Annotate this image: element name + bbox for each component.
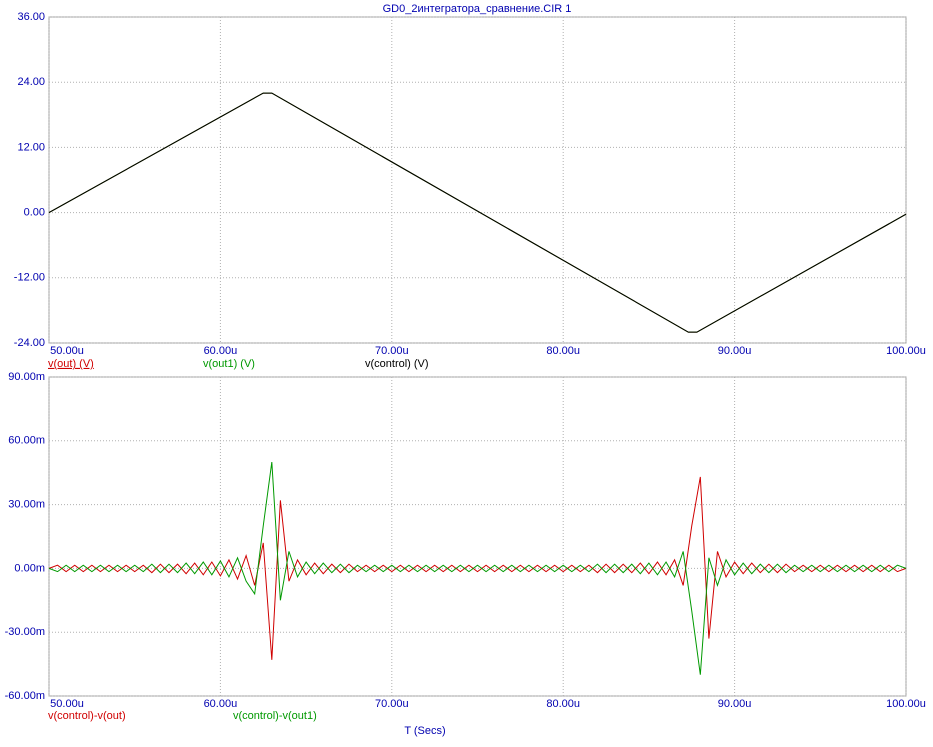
y-tick-label: 0.00	[24, 207, 45, 219]
legend-label: v(out1) (V)	[203, 358, 255, 370]
legend-label: v(control)-v(out)	[48, 710, 126, 722]
x-tick-label: 80.00u	[546, 345, 580, 357]
x-tick-label: 100.00u	[886, 698, 926, 710]
x-tick-label: 70.00u	[375, 698, 409, 710]
legend-label: v(out) (V)	[48, 358, 94, 370]
y-tick-label: -60.00m	[5, 690, 45, 702]
x-tick-label: 60.00u	[204, 345, 238, 357]
y-tick-label: -30.00m	[5, 626, 45, 638]
y-tick-label: 12.00	[17, 141, 45, 153]
x-tick-label: 80.00u	[546, 698, 580, 710]
y-tick-label: 0.00m	[14, 562, 45, 574]
series-line	[48, 476, 907, 660]
x-tick-label: 90.00u	[718, 698, 752, 710]
y-tick-label: 30.00m	[8, 499, 45, 511]
series-line	[48, 462, 907, 675]
x-tick-label: 100.00u	[886, 345, 926, 357]
y-tick-label: -24.00	[14, 337, 45, 349]
x-tick-label: 60.00u	[204, 698, 238, 710]
y-tick-label: 90.00m	[8, 371, 45, 383]
x-tick-label: 50.00u	[50, 698, 84, 710]
y-tick-label: -12.00	[14, 272, 45, 284]
x-tick-label: 90.00u	[718, 345, 752, 357]
y-tick-label: 24.00	[17, 76, 45, 88]
x-axis-label: T (Secs)	[404, 725, 445, 737]
y-tick-label: 36.00	[17, 11, 45, 23]
x-tick-label: 70.00u	[375, 345, 409, 357]
series-line	[48, 92, 907, 333]
legend-label: v(control)-v(out1)	[233, 710, 317, 722]
x-tick-label: 50.00u	[50, 345, 84, 357]
chart-title: GD0_2интегратора_сравнение.CIR 1	[383, 3, 572, 15]
y-tick-label: 60.00m	[8, 435, 45, 447]
legend-label: v(control) (V)	[365, 358, 429, 370]
